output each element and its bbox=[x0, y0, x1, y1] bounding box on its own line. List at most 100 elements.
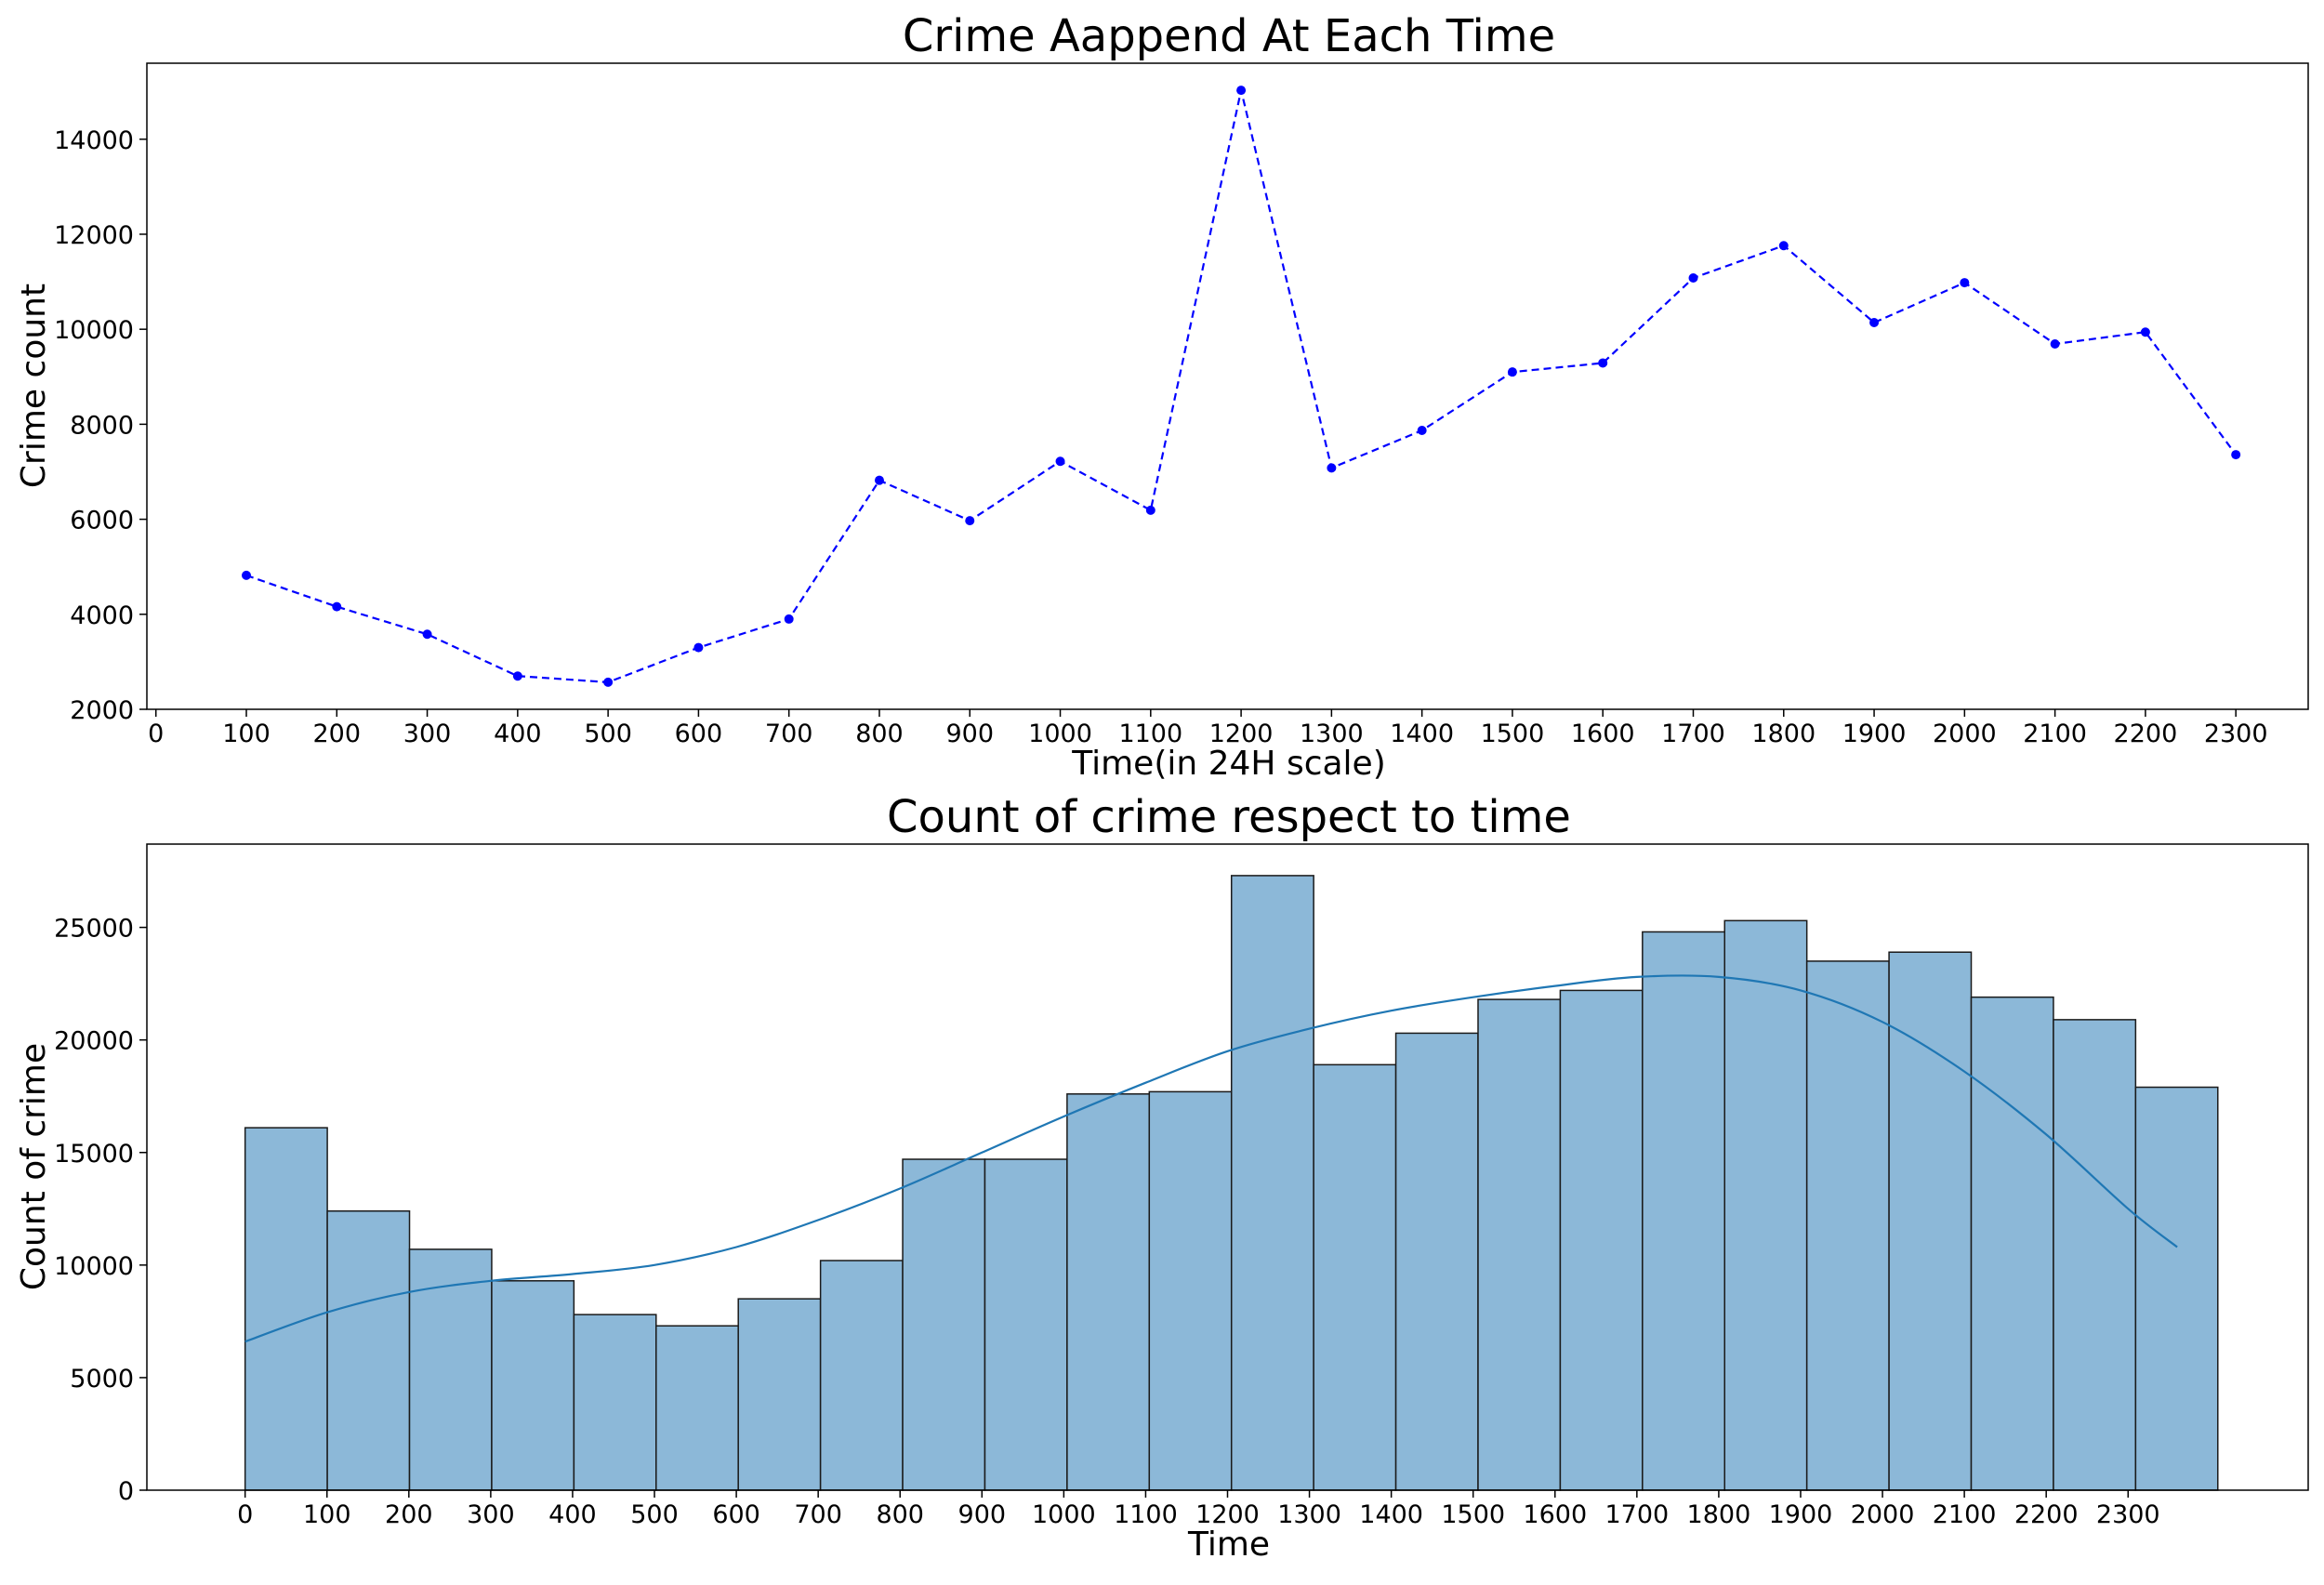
crime-count-point bbox=[1869, 318, 1880, 328]
histogram-x-axis-label: Time bbox=[1187, 1526, 1270, 1564]
line-chart-x-tick-label: 900 bbox=[945, 720, 994, 748]
histogram-x-tick-label: 200 bbox=[385, 1500, 433, 1529]
histogram-x-tick-label: 1800 bbox=[1687, 1500, 1751, 1529]
line-chart-x-tick-label: 2300 bbox=[2204, 720, 2268, 748]
histogram-bar bbox=[2053, 1019, 2137, 1491]
histogram-bar bbox=[2134, 1086, 2219, 1491]
histogram-bar bbox=[1148, 1090, 1233, 1491]
histogram-y-tick-label: 5000 bbox=[70, 1365, 134, 1393]
line-chart-x-tick-label: 2200 bbox=[2114, 720, 2178, 748]
line-chart-x-tick-label: 1600 bbox=[1571, 720, 1635, 748]
crime-count-point bbox=[2140, 327, 2150, 337]
histogram-chart-title: Count of crime respect to time bbox=[887, 791, 1571, 843]
kde-curve bbox=[244, 974, 2178, 1343]
crime-count-point bbox=[2231, 450, 2241, 460]
line-chart-x-tick-label: 400 bbox=[494, 720, 542, 748]
histogram-bar bbox=[737, 1298, 822, 1491]
histogram-y-tick-label: 25000 bbox=[54, 915, 134, 944]
crime-count-point bbox=[603, 677, 614, 687]
crime-count-point bbox=[242, 570, 252, 580]
histogram-x-tick-label: 1500 bbox=[1441, 1500, 1505, 1529]
histogram-bar bbox=[819, 1260, 904, 1491]
line-chart-x-tick-label: 800 bbox=[855, 720, 904, 748]
line-chart-x-tick-label: 500 bbox=[584, 720, 632, 748]
histogram-x-tick-label: 700 bbox=[794, 1500, 842, 1529]
histogram-bar bbox=[1559, 989, 1644, 1491]
histogram-x-tick-label: 1900 bbox=[1769, 1500, 1833, 1529]
histogram-bar bbox=[1394, 1032, 1479, 1491]
crime-count-point bbox=[965, 516, 975, 526]
histogram-bar bbox=[1313, 1063, 1397, 1491]
line-chart-x-tick-label: 700 bbox=[765, 720, 813, 748]
line-chart-x-tick-label: 1200 bbox=[1209, 720, 1274, 748]
line-chart-y-tick-label: 14000 bbox=[54, 126, 134, 155]
line-chart-x-tick-label: 2100 bbox=[2023, 720, 2087, 748]
crime-count-point bbox=[693, 642, 704, 653]
histogram-x-tick-label: 1200 bbox=[1195, 1500, 1260, 1529]
line-chart-x-tick-label: 200 bbox=[313, 720, 362, 748]
crime-count-point bbox=[1507, 367, 1517, 377]
line-chart-x-tick-label: 2000 bbox=[1933, 720, 1997, 748]
histogram-bar bbox=[1066, 1093, 1151, 1491]
histogram-x-tick-label: 600 bbox=[712, 1500, 760, 1529]
histogram-y-tick-label: 15000 bbox=[54, 1140, 134, 1169]
crime-count-point bbox=[512, 671, 522, 681]
line-chart-plot-area: 0 100 200 300 400 500 600 700 800 900 1000 1100 1200… bbox=[54, 62, 2309, 748]
histogram-bar bbox=[1723, 919, 1808, 1491]
histogram-x-tick-label: 500 bbox=[630, 1500, 679, 1529]
line-chart-x-tick-label: 1800 bbox=[1751, 720, 1816, 748]
histogram-x-tick-label: 2200 bbox=[2014, 1500, 2079, 1529]
histogram-x-tick-label: 2100 bbox=[1933, 1500, 1997, 1529]
crime-count-point bbox=[2050, 339, 2060, 350]
line-chart-y-axis-label: Crime count bbox=[15, 284, 53, 488]
histogram-bar bbox=[1230, 875, 1314, 1491]
crime-count-point bbox=[1055, 456, 1065, 467]
histogram-x-tick-label: 2300 bbox=[2096, 1500, 2160, 1529]
histogram-bar bbox=[655, 1325, 739, 1491]
histogram-x-tick-label: 0 bbox=[237, 1500, 253, 1529]
crime-count-point bbox=[874, 475, 884, 485]
crime-count-point bbox=[332, 601, 342, 612]
line-chart: Crime Aappend At Each Time 0 100 200 300 400… bbox=[15, 10, 2309, 783]
histogram-x-tick-label: 1100 bbox=[1114, 1500, 1178, 1529]
histogram-plot-area: 0 100 200 300 400 500 600 700 800 900 1000 1100 1200… bbox=[54, 843, 2309, 1529]
line-chart-y-tick-label: 6000 bbox=[70, 507, 134, 535]
line-chart-title: Crime Aappend At Each Time bbox=[903, 10, 1555, 62]
histogram-bar bbox=[244, 1127, 328, 1491]
line-chart-x-axis-label: Time(in 24H scale) bbox=[1071, 745, 1386, 783]
histogram-x-tick-label: 300 bbox=[467, 1500, 515, 1529]
histogram-y-tick-label: 20000 bbox=[54, 1027, 134, 1056]
histogram-bar bbox=[326, 1209, 411, 1491]
histogram-x-tick-label: 1000 bbox=[1032, 1500, 1096, 1529]
crime-count-point bbox=[1778, 241, 1789, 251]
crime-count-point bbox=[1236, 86, 1247, 96]
line-chart-x-tick-label: 300 bbox=[403, 720, 452, 748]
histogram-x-tick-label: 1400 bbox=[1359, 1500, 1423, 1529]
histogram-x-tick-label: 1700 bbox=[1604, 1500, 1669, 1529]
crime-count-point bbox=[1417, 426, 1427, 436]
line-chart-x-tick-label: 0 bbox=[148, 720, 164, 748]
histogram-bar bbox=[984, 1158, 1068, 1491]
line-chart-x-tick-label: 1300 bbox=[1300, 720, 1364, 748]
histogram-chart: Count of crime respect to time 0 100 200 30… bbox=[15, 791, 2309, 1564]
line-chart-y-tick-label: 12000 bbox=[54, 221, 134, 250]
histogram-x-tick-label: 100 bbox=[303, 1500, 351, 1529]
histogram-bar bbox=[1970, 996, 2054, 1491]
histogram-bar bbox=[1888, 951, 1973, 1491]
histogram-bar bbox=[1642, 931, 1726, 1491]
histogram-x-tick-label: 1300 bbox=[1277, 1500, 1341, 1529]
histogram-y-tick-label: 0 bbox=[118, 1477, 134, 1506]
histogram-bar bbox=[491, 1280, 575, 1491]
histogram-y-tick-label: 10000 bbox=[54, 1252, 134, 1281]
line-chart-x-tick-label: 1400 bbox=[1390, 720, 1454, 748]
histogram-x-tick-label: 2000 bbox=[1851, 1500, 1915, 1529]
line-chart-x-tick-label: 1900 bbox=[1842, 720, 1907, 748]
line-chart-x-tick-label: 1100 bbox=[1118, 720, 1182, 748]
histogram-x-tick-label: 800 bbox=[876, 1500, 924, 1529]
line-chart-x-tick-label: 1700 bbox=[1661, 720, 1725, 748]
line-chart-x-tick-label: 100 bbox=[222, 720, 271, 748]
histogram-y-axis-label: Count of crime bbox=[15, 1043, 53, 1290]
histogram-x-tick-label: 900 bbox=[958, 1500, 1007, 1529]
